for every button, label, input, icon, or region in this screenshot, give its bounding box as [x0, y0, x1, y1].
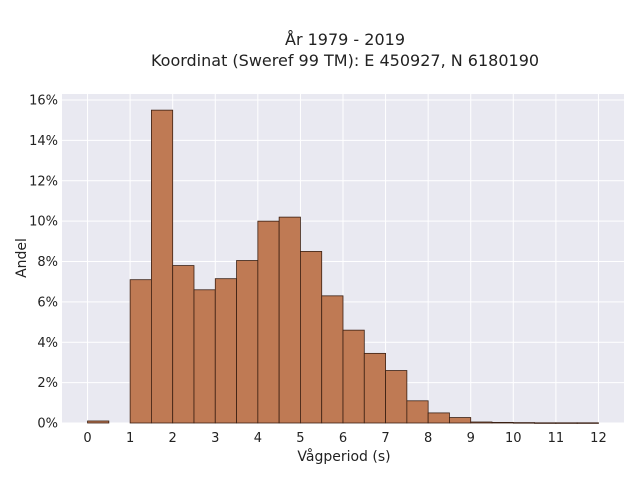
x-tick-label: 2	[169, 431, 177, 446]
x-tick-label: 4	[254, 431, 262, 446]
y-tick-label: 4%	[37, 336, 58, 351]
histogram-bar	[193, 289, 216, 424]
histogram-bar	[555, 422, 578, 424]
histogram-bar	[300, 251, 323, 424]
chart-title-line-2: Koordinat (Sweref 99 TM): E 450927, N 61…	[151, 51, 539, 70]
histogram-bar	[172, 265, 195, 424]
x-tick-label: 10	[505, 431, 522, 446]
histogram-bar	[449, 417, 472, 424]
x-tick-label: 8	[424, 431, 432, 446]
x-tick-label: 3	[211, 431, 219, 446]
x-tick-labels: 0 1 2 3 4 5 6 7 8 9 10 11 12	[83, 431, 606, 446]
x-tick-label: 9	[467, 431, 475, 446]
y-tick-labels: 0% 2% 4% 6% 8% 10% 12% 14% 16%	[29, 94, 58, 432]
histogram-bar	[385, 370, 408, 424]
histogram-bar	[87, 420, 110, 424]
histogram-bar	[470, 421, 493, 424]
histogram-bar	[129, 279, 152, 424]
histogram-bar	[342, 329, 365, 424]
x-tick-label: 1	[126, 431, 134, 446]
histogram-bar	[321, 295, 344, 424]
histogram-bar	[491, 421, 514, 424]
y-tick-label: 16%	[29, 94, 58, 109]
histogram-bar	[427, 412, 450, 424]
y-tick-label: 12%	[29, 174, 58, 189]
x-tick-label: 6	[339, 431, 347, 446]
y-tick-label: 10%	[29, 215, 58, 230]
bars	[87, 109, 599, 424]
histogram-bar	[534, 422, 557, 424]
histogram-bar	[363, 352, 386, 424]
x-tick-label: 5	[296, 431, 304, 446]
y-tick-label: 0%	[37, 417, 58, 432]
x-tick-label: 11	[548, 431, 565, 446]
y-tick-label: 14%	[29, 134, 58, 149]
chart-title-line-1: År 1979 - 2019	[285, 30, 405, 49]
x-tick-label: 7	[381, 431, 389, 446]
histogram-bar	[576, 422, 599, 424]
histogram-bar	[151, 109, 174, 424]
y-tick-label: 8%	[37, 255, 58, 270]
histogram-bar	[512, 422, 535, 424]
histogram-bar	[257, 220, 280, 424]
y-tick-label: 2%	[37, 376, 58, 391]
x-axis-label: Vågperiod (s)	[297, 448, 390, 465]
histogram-bar	[236, 260, 259, 424]
x-tick-label: 12	[590, 431, 607, 446]
histogram-bar	[406, 400, 429, 424]
histogram-bar	[278, 216, 301, 424]
y-tick-label: 6%	[37, 295, 58, 310]
histogram-bar	[214, 278, 237, 424]
y-axis-label: Andel	[14, 238, 30, 278]
x-tick-label: 0	[83, 431, 91, 446]
